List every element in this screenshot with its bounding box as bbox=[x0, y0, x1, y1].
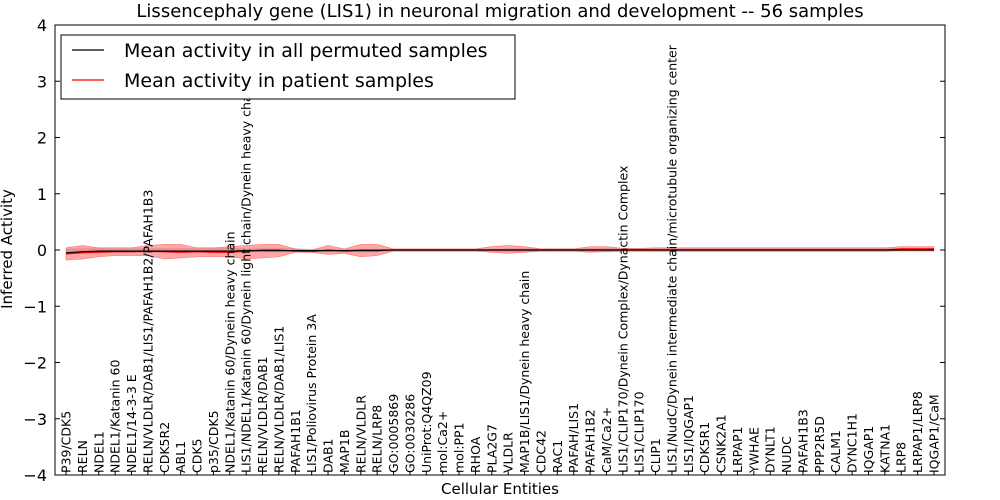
y-tick-label: −1 bbox=[23, 297, 47, 316]
x-tick-label: LIS1/Poliovirus Protein 3A bbox=[304, 314, 319, 473]
x-tick-label: NDEL1/14-3-3 E bbox=[124, 374, 139, 473]
x-tick-label: CDK5R2 bbox=[157, 422, 172, 473]
permuted-series-line bbox=[65, 249, 934, 254]
x-tick-label: LRP8 bbox=[894, 442, 909, 473]
x-axis-label: Cellular Entities bbox=[441, 480, 559, 498]
x-tick-label: CSNK2A1 bbox=[714, 414, 729, 473]
y-tick-label: 2 bbox=[37, 129, 47, 148]
x-tick-label: GO:0005869 bbox=[386, 394, 401, 473]
y-tick-label: −2 bbox=[23, 354, 47, 373]
x-tick-label: MAP1B/LIS1/Dynein heavy chain bbox=[517, 271, 532, 473]
x-tick-label: LRPAP1 bbox=[730, 427, 745, 473]
x-tick-label: RELN/VLDLR/DAB1/LIS1 bbox=[271, 326, 286, 473]
x-tick-label: PAFAH/LIS1 bbox=[566, 403, 581, 473]
x-tick-label: RAC1 bbox=[550, 440, 565, 473]
x-tick-label: CLIP1 bbox=[648, 438, 663, 473]
x-tick-label: ABL1 bbox=[173, 441, 188, 473]
y-axis-label: Inferred Activity bbox=[0, 189, 16, 309]
x-tick-label: RELN/VLDLR/DAB1/LIS1/PAFAH1B2/PAFAH1B3 bbox=[140, 190, 155, 473]
y-tick-label: −4 bbox=[23, 466, 47, 485]
x-tick-label: GO:0030286 bbox=[402, 394, 417, 473]
x-tick-label: p35/CDK5 bbox=[206, 410, 221, 473]
x-tick-label: DYNLT1 bbox=[763, 426, 778, 473]
x-tick-label: DYNC1H1 bbox=[845, 413, 860, 473]
x-tick-label: DAB1 bbox=[321, 439, 336, 474]
x-tick-label: CDC42 bbox=[533, 430, 548, 473]
y-tick-label: 0 bbox=[37, 241, 47, 260]
legend: Mean activity in all permuted samples Me… bbox=[60, 34, 516, 100]
y-tick-label: 4 bbox=[37, 16, 47, 35]
x-tick-label: RHOA bbox=[468, 436, 483, 473]
y-tick-label: −3 bbox=[23, 410, 47, 429]
x-tick-label: LIS1/NudC/Dynein intermediate chain/micr… bbox=[665, 44, 680, 473]
x-tick-label: VLDLR bbox=[501, 432, 516, 473]
x-tick-label: mol:PP1 bbox=[452, 422, 467, 473]
x-tick-label: IQGAP1 bbox=[861, 426, 876, 473]
x-tick-label: CALM1 bbox=[828, 430, 843, 473]
x-tick-label: PAFAH1B1 bbox=[288, 409, 303, 473]
x-tick-label: CDK5 bbox=[190, 438, 205, 473]
x-tick-label: LIS1/CLIP170 bbox=[632, 391, 647, 473]
x-tick-label: YWHAE bbox=[746, 427, 761, 474]
x-tick-label: RELN/LRP8 bbox=[370, 405, 385, 473]
x-tick-label: RELN/VLDLR/DAB1 bbox=[255, 356, 270, 473]
x-tick-label: LIS1/IQGAP1 bbox=[681, 395, 696, 473]
x-tick-label: PAFAH1B2 bbox=[583, 409, 598, 473]
x-tick-label: MAP1B bbox=[337, 430, 352, 473]
x-tick-label: NUDC bbox=[779, 436, 794, 473]
x-tick-label: LIS1/NDEL1/Katanin 60/Dynein light chain… bbox=[239, 83, 254, 473]
x-tick-label: LIS1/CLIP170/Dynein Complex/Dynactin Com… bbox=[615, 166, 630, 473]
x-tick-label: NDEL1/Katanin 60/Dynein heavy chain bbox=[222, 231, 237, 473]
y-axis: 4 3 2 1 0 −1 −2 −3 −4 bbox=[23, 16, 945, 485]
x-tick-label: P39/CDK5 bbox=[59, 411, 74, 473]
x-tick-label: PLA2G7 bbox=[484, 424, 499, 473]
x-tick-label: KATNA1 bbox=[877, 424, 892, 473]
x-tick-label: CaM/Ca2+ bbox=[599, 407, 614, 473]
x-tick-label: CDK5R1 bbox=[697, 422, 712, 473]
x-tick-label: UniProt:Q4QZ09 bbox=[419, 371, 434, 473]
legend-box bbox=[60, 34, 516, 100]
plot-area bbox=[65, 244, 935, 261]
x-tick-label: NDEL1 bbox=[91, 431, 106, 473]
x-tick-label: PAFAH1B3 bbox=[796, 409, 811, 473]
x-tick-label: mol:Ca2+ bbox=[435, 411, 450, 473]
x-tick-label: LRPAP1/LRP8 bbox=[910, 391, 925, 473]
x-tick-label: IQGAP1/CaM bbox=[927, 394, 942, 473]
x-tick-label: RELN bbox=[75, 440, 90, 473]
x-axis: P39/CDK5 RELN NDEL1 NDEL1/Katanin 60 NDEL1/1… bbox=[59, 44, 942, 475]
x-tick-label: NDEL1/Katanin 60 bbox=[108, 360, 123, 473]
x-tick-label: RELN/VLDLR bbox=[353, 395, 368, 473]
plot-frame bbox=[54, 24, 946, 476]
y-tick-label: 3 bbox=[37, 72, 47, 91]
legend-label-patient: Mean activity in patient samples bbox=[124, 70, 434, 92]
y-tick-label: 1 bbox=[37, 185, 47, 204]
legend-label-permuted: Mean activity in all permuted samples bbox=[124, 40, 487, 62]
x-tick-label: PPP2R5D bbox=[812, 416, 827, 473]
chart-title: Lissencephaly gene (LIS1) in neuronal mi… bbox=[136, 1, 863, 22]
